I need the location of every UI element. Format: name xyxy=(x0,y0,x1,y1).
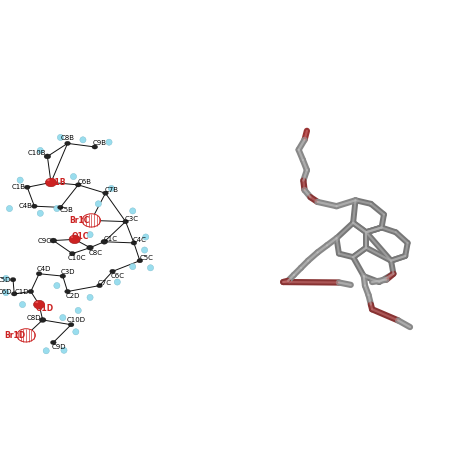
Text: C6D: C6D xyxy=(0,289,12,294)
Ellipse shape xyxy=(31,204,37,209)
Ellipse shape xyxy=(50,238,57,243)
Text: C10D: C10D xyxy=(67,318,86,323)
Text: C10C: C10C xyxy=(68,255,86,261)
Text: C4C: C4C xyxy=(133,237,147,243)
Circle shape xyxy=(3,290,9,296)
Ellipse shape xyxy=(46,178,56,187)
Text: C3C: C3C xyxy=(125,216,138,222)
Text: O1B: O1B xyxy=(49,178,66,187)
Circle shape xyxy=(60,315,66,321)
Ellipse shape xyxy=(35,301,38,303)
Ellipse shape xyxy=(92,145,98,149)
Text: C2D: C2D xyxy=(65,293,80,299)
Ellipse shape xyxy=(69,235,80,244)
Text: Br1D: Br1D xyxy=(4,331,25,340)
Circle shape xyxy=(141,247,147,253)
Text: C4D: C4D xyxy=(36,266,51,273)
Circle shape xyxy=(87,232,93,238)
Circle shape xyxy=(7,206,12,212)
Text: C8C: C8C xyxy=(88,250,102,256)
Text: C10B: C10B xyxy=(27,150,46,156)
Ellipse shape xyxy=(64,141,70,146)
Circle shape xyxy=(87,294,93,301)
Text: O1C: O1C xyxy=(71,232,89,241)
Text: C3D: C3D xyxy=(60,269,75,275)
Ellipse shape xyxy=(60,274,65,278)
Text: C5C: C5C xyxy=(139,255,154,261)
Text: Br1C: Br1C xyxy=(70,216,90,225)
Circle shape xyxy=(57,135,64,141)
Ellipse shape xyxy=(102,191,108,195)
Ellipse shape xyxy=(36,272,42,276)
Ellipse shape xyxy=(47,179,50,181)
Ellipse shape xyxy=(82,214,100,227)
Circle shape xyxy=(3,275,9,282)
Circle shape xyxy=(108,185,115,191)
Text: C9C: C9C xyxy=(37,237,51,244)
Ellipse shape xyxy=(64,289,70,294)
Ellipse shape xyxy=(25,185,30,190)
Ellipse shape xyxy=(109,269,115,273)
Ellipse shape xyxy=(71,236,74,238)
Circle shape xyxy=(43,348,49,354)
Circle shape xyxy=(75,308,82,314)
Text: C1B: C1B xyxy=(11,184,25,190)
Ellipse shape xyxy=(69,252,75,256)
Text: C1D: C1D xyxy=(15,289,29,294)
Circle shape xyxy=(54,206,60,212)
Ellipse shape xyxy=(39,318,46,322)
Ellipse shape xyxy=(97,283,102,288)
Circle shape xyxy=(37,147,44,154)
Text: O1D: O1D xyxy=(35,304,54,313)
Ellipse shape xyxy=(10,278,16,282)
Text: C8D: C8D xyxy=(27,315,41,320)
Circle shape xyxy=(143,234,149,240)
Ellipse shape xyxy=(58,205,64,210)
Text: C8B: C8B xyxy=(61,135,74,141)
Circle shape xyxy=(106,139,112,146)
Ellipse shape xyxy=(75,183,81,187)
Ellipse shape xyxy=(123,219,128,224)
Ellipse shape xyxy=(11,292,17,296)
Circle shape xyxy=(37,210,44,217)
Circle shape xyxy=(19,301,26,308)
Circle shape xyxy=(70,173,76,180)
Circle shape xyxy=(147,264,154,271)
Text: C5B: C5B xyxy=(59,207,73,213)
Text: C7B: C7B xyxy=(104,187,118,192)
Ellipse shape xyxy=(101,239,108,244)
Circle shape xyxy=(130,208,136,214)
Ellipse shape xyxy=(50,340,56,345)
Text: C1C: C1C xyxy=(103,236,117,242)
Ellipse shape xyxy=(87,245,93,250)
Circle shape xyxy=(17,177,23,183)
Text: C9D: C9D xyxy=(51,344,66,350)
Ellipse shape xyxy=(137,259,143,263)
Circle shape xyxy=(95,201,101,207)
Ellipse shape xyxy=(44,154,51,159)
Ellipse shape xyxy=(28,289,34,294)
Ellipse shape xyxy=(131,241,137,245)
Text: C6C: C6C xyxy=(110,273,124,279)
Text: C5D: C5D xyxy=(0,277,11,283)
Circle shape xyxy=(114,279,120,285)
Circle shape xyxy=(61,347,67,354)
Circle shape xyxy=(80,137,86,143)
Text: C6B: C6B xyxy=(77,179,91,185)
Ellipse shape xyxy=(34,301,45,309)
Text: C4B: C4B xyxy=(18,203,32,209)
Circle shape xyxy=(73,329,79,335)
Text: C9B: C9B xyxy=(93,140,107,146)
Circle shape xyxy=(54,283,60,289)
Text: C7C: C7C xyxy=(98,280,112,286)
Ellipse shape xyxy=(17,329,36,342)
Ellipse shape xyxy=(68,322,74,327)
Circle shape xyxy=(130,264,136,270)
